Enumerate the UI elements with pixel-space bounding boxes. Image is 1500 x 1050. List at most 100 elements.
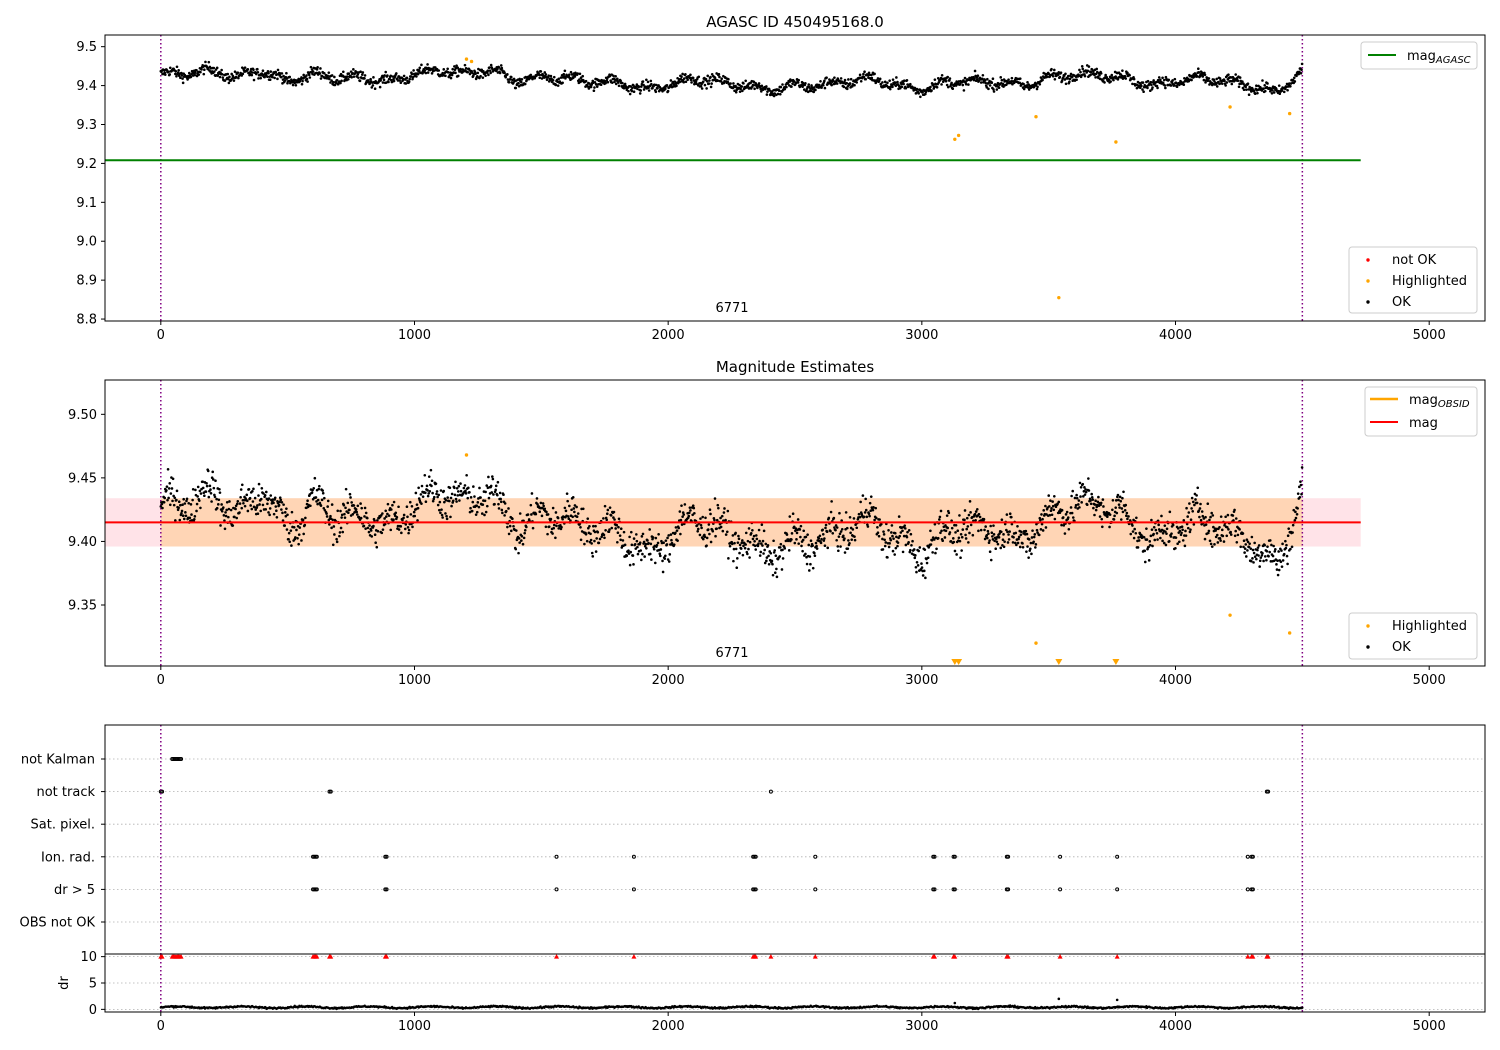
ok-point xyxy=(874,516,878,520)
ok-point xyxy=(1080,65,1084,68)
ok-point xyxy=(893,531,897,535)
ok-point xyxy=(964,533,967,537)
ok-point xyxy=(990,531,994,535)
ok-point xyxy=(1188,530,1192,534)
ok-point xyxy=(1300,466,1304,469)
ok-point xyxy=(195,502,199,506)
ok-point xyxy=(579,525,582,529)
ok-point xyxy=(280,75,283,79)
ok-point xyxy=(376,529,380,533)
ok-point xyxy=(1079,485,1083,489)
ok-point xyxy=(788,515,792,518)
ok-point xyxy=(578,78,581,81)
ok-point xyxy=(866,525,870,528)
ok-point xyxy=(1107,78,1111,82)
ok-point xyxy=(1182,519,1186,522)
ok-point xyxy=(1134,531,1138,535)
ok-point xyxy=(1234,529,1237,533)
ok-point xyxy=(417,486,420,490)
ok-point xyxy=(227,515,230,519)
ok-point xyxy=(328,77,331,81)
ok-point xyxy=(1263,83,1267,87)
ok-point xyxy=(958,539,962,543)
ok-point xyxy=(881,81,884,84)
ok-point xyxy=(323,71,326,75)
ok-point xyxy=(797,542,801,545)
ok-point xyxy=(1173,77,1177,81)
ok-point xyxy=(477,505,481,509)
ok-point xyxy=(386,512,389,516)
ok-point xyxy=(172,503,176,507)
ok-point xyxy=(812,90,816,94)
ok-point xyxy=(1248,542,1251,545)
ok-point xyxy=(923,548,927,551)
ok-point xyxy=(617,525,620,529)
ok-point xyxy=(619,527,623,531)
ok-point xyxy=(226,72,230,76)
ok-point xyxy=(539,501,543,505)
legend-label-ok: OK xyxy=(1392,295,1411,310)
ok-point xyxy=(1247,545,1251,549)
ok-point xyxy=(304,516,307,520)
ok-point xyxy=(1241,532,1245,535)
ok-point xyxy=(611,81,614,84)
ok-point xyxy=(1296,492,1300,495)
ok-point xyxy=(1098,74,1101,77)
ok-point xyxy=(640,535,644,538)
ok-point xyxy=(975,507,979,511)
ok-point xyxy=(1101,525,1104,529)
ok-point xyxy=(421,495,425,498)
ok-point xyxy=(920,566,924,569)
ok-point xyxy=(180,71,183,75)
flag-point xyxy=(753,854,758,859)
flag-row-label: Ion. rad. xyxy=(41,850,95,865)
ok-point xyxy=(355,513,359,516)
ok-point xyxy=(1152,79,1155,82)
ok-point xyxy=(591,555,595,558)
ok-point xyxy=(785,85,788,89)
ok-point xyxy=(922,569,926,573)
ok-point xyxy=(967,541,970,544)
ok-point xyxy=(1161,531,1165,535)
ok-point xyxy=(484,490,487,494)
ok-point xyxy=(470,509,474,513)
ok-point xyxy=(352,504,356,507)
y-tick-label: 8.9 xyxy=(76,274,97,289)
ok-point xyxy=(1013,541,1017,545)
ok-point xyxy=(503,502,507,505)
y-tick-label: 9.35 xyxy=(68,598,97,613)
ok-point xyxy=(1299,71,1303,75)
ok-point xyxy=(1295,74,1298,78)
ok-point xyxy=(1070,75,1074,79)
ok-point xyxy=(761,544,764,547)
ok-point xyxy=(181,514,185,518)
ok-point xyxy=(594,83,598,86)
ok-point xyxy=(346,501,350,505)
ok-point xyxy=(1236,79,1240,82)
ok-point xyxy=(634,547,638,550)
ok-point xyxy=(1248,85,1251,89)
ok-point xyxy=(322,506,326,510)
ok-point xyxy=(763,548,766,552)
ok-point xyxy=(1246,549,1249,552)
ok-point xyxy=(835,82,839,85)
ok-point xyxy=(1119,518,1123,521)
ok-point xyxy=(666,558,670,561)
ok-point xyxy=(689,78,693,82)
ok-point xyxy=(420,63,423,67)
ok-point xyxy=(623,543,627,547)
ok-point xyxy=(1002,545,1006,549)
ok-point xyxy=(1242,545,1245,549)
ok-point xyxy=(474,513,478,516)
ok-point xyxy=(833,526,836,529)
ok-point xyxy=(1092,506,1095,510)
ok-point xyxy=(320,498,324,502)
ok-point xyxy=(486,69,490,73)
ok-point xyxy=(931,83,935,86)
ok-point xyxy=(1143,560,1147,564)
ok-point xyxy=(430,479,434,483)
ok-point xyxy=(734,547,738,551)
ok-point xyxy=(701,80,705,83)
estimate-marks xyxy=(105,380,1361,666)
ok-point xyxy=(349,70,353,73)
